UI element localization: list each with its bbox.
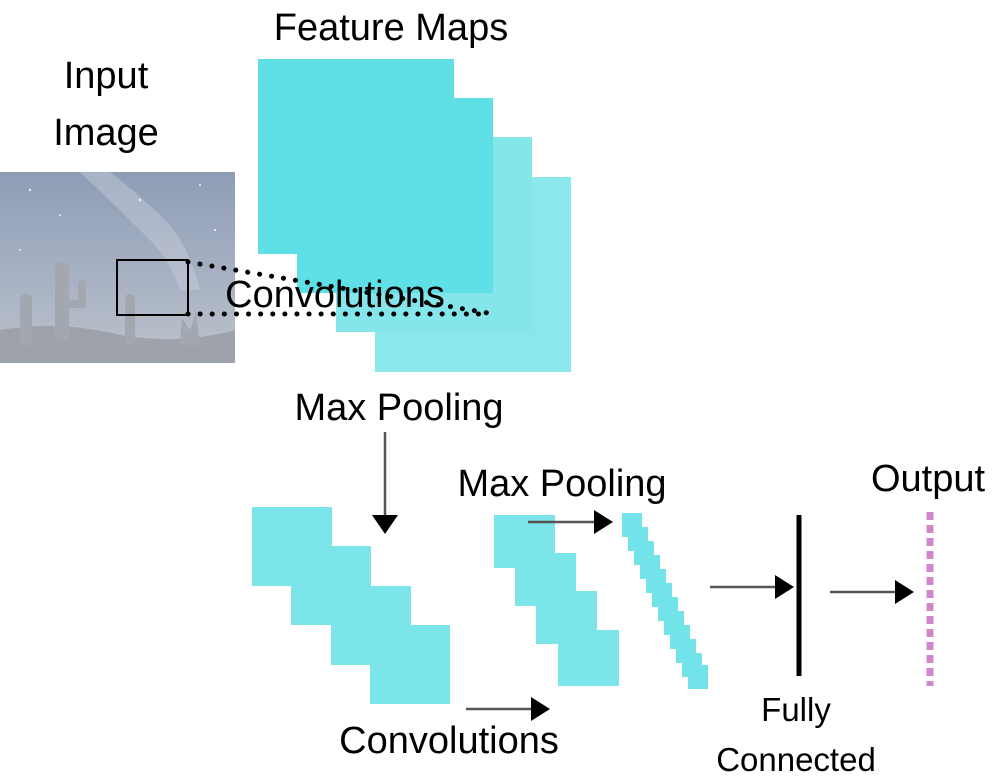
fully-connected-label-line2: Connected: [716, 741, 876, 777]
max-pooling-label-2: Max Pooling: [457, 463, 666, 505]
flattened-maps: [622, 513, 708, 689]
feature-maps: [258, 59, 571, 372]
convolutions-top-label: Convolutions: [225, 274, 445, 316]
feature-map-1: [258, 59, 454, 254]
convolutions-bottom-label: Convolutions: [339, 720, 559, 762]
arrow-to-fully-connected: [710, 575, 794, 599]
output-label: Output: [871, 458, 986, 500]
arrow-down: [372, 432, 398, 534]
receptive-field: [116, 259, 491, 317]
pooled-maps-1: [252, 507, 450, 704]
arrow-max-pooling-2: [528, 510, 613, 534]
conv-maps-2: [494, 515, 619, 686]
input-label-line2: Image: [53, 112, 159, 154]
feature-maps-label: Feature Maps: [274, 7, 508, 49]
input-label-line1: Input: [64, 55, 149, 97]
arrow-to-output: [830, 580, 914, 604]
max-pooling-label-1: Max Pooling: [294, 387, 503, 429]
arrow-convolutions-bottom: [466, 697, 550, 721]
fully-connected-label-line1: Fully: [761, 691, 831, 728]
